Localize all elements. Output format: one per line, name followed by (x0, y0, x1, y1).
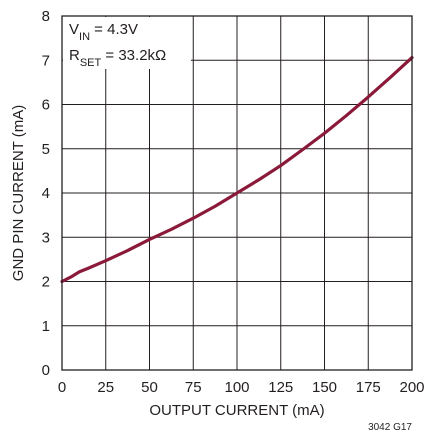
figure-id-note: 3042 G17 (368, 422, 412, 433)
y-tick-label: 6 (42, 97, 50, 114)
x-tick-label: 50 (141, 379, 158, 396)
x-tick-label: 25 (97, 379, 114, 396)
x-tick-label: 100 (224, 379, 249, 396)
y-tick-label: 2 (42, 274, 50, 291)
plot-frame (61, 15, 413, 371)
x-tick-labels: 0 25 50 75 100 125 150 175 200 (58, 379, 425, 396)
x-tick-label: 75 (185, 379, 202, 396)
x-axis-label: OUTPUT CURRENT (mA) (149, 402, 324, 419)
x-tick-label: 200 (399, 379, 424, 396)
y-tick-label: 3 (42, 229, 50, 246)
chart-series (60, 56, 414, 284)
legend-background (63, 17, 191, 69)
y-tick-labels: 0 1 2 3 4 5 6 7 8 (42, 8, 50, 379)
x-tick-label: 0 (58, 379, 66, 396)
y-tick-label: 4 (42, 185, 50, 202)
x-tick-label: 150 (312, 379, 337, 396)
x-tick-label: 175 (356, 379, 381, 396)
y-tick-label: 1 (42, 318, 50, 335)
y-tick-label: 5 (42, 141, 50, 158)
y-tick-label: 0 (42, 362, 50, 379)
legend-rset: RSET = 33.2kΩ (69, 47, 166, 69)
y-tick-label: 8 (42, 8, 50, 25)
y-axis-label: GND PIN CURRENT (mA) (10, 105, 27, 281)
x-tick-label: 125 (268, 379, 293, 396)
y-tick-label: 7 (42, 52, 50, 69)
legend-vin: VIN = 4.3V (69, 21, 138, 43)
series-line-0 (60, 56, 414, 284)
